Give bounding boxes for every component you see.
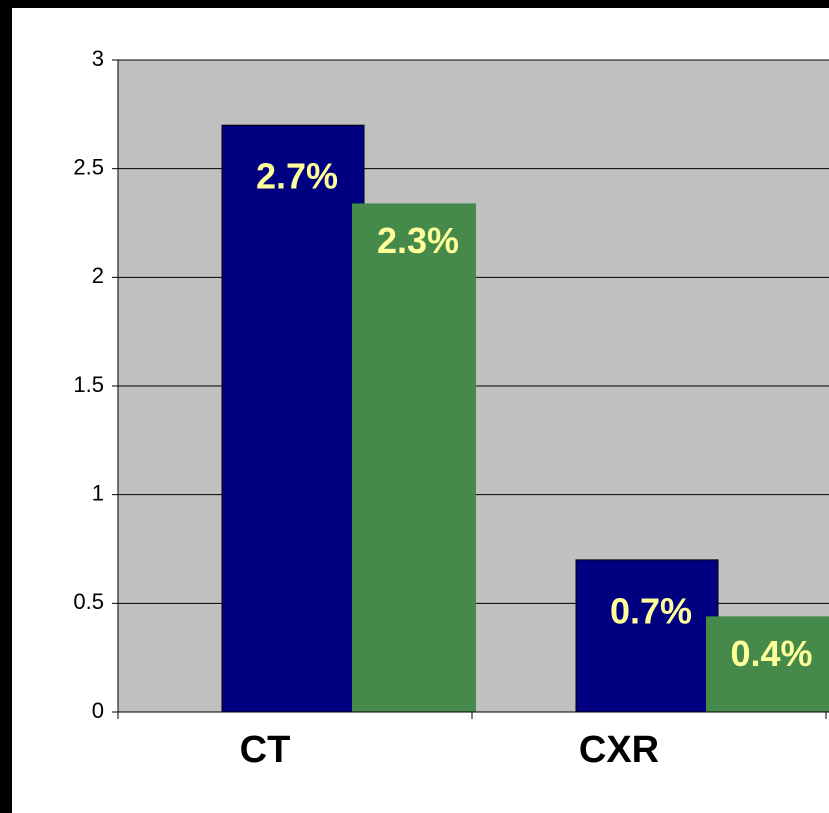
y-tick-label: 2	[92, 263, 104, 288]
value-label: 2.3%	[377, 220, 459, 261]
bar	[575, 559, 719, 713]
y-tick-label: 3	[92, 46, 104, 71]
x-tick-label: CXR	[579, 729, 659, 771]
value-label: 2.7%	[256, 156, 338, 197]
y-tick-label: 0	[92, 698, 104, 723]
y-tick-label: 1	[92, 480, 104, 505]
x-tick-label: CT	[240, 729, 291, 771]
bar	[352, 203, 476, 712]
value-label: 0.4%	[730, 633, 812, 674]
y-tick-label: 0.5	[73, 589, 104, 614]
bar	[221, 124, 365, 713]
value-label: 0.7%	[610, 590, 692, 631]
bar	[706, 616, 829, 712]
y-tick-label: 2.5	[73, 154, 104, 179]
y-tick-label: 1.5	[73, 372, 104, 397]
